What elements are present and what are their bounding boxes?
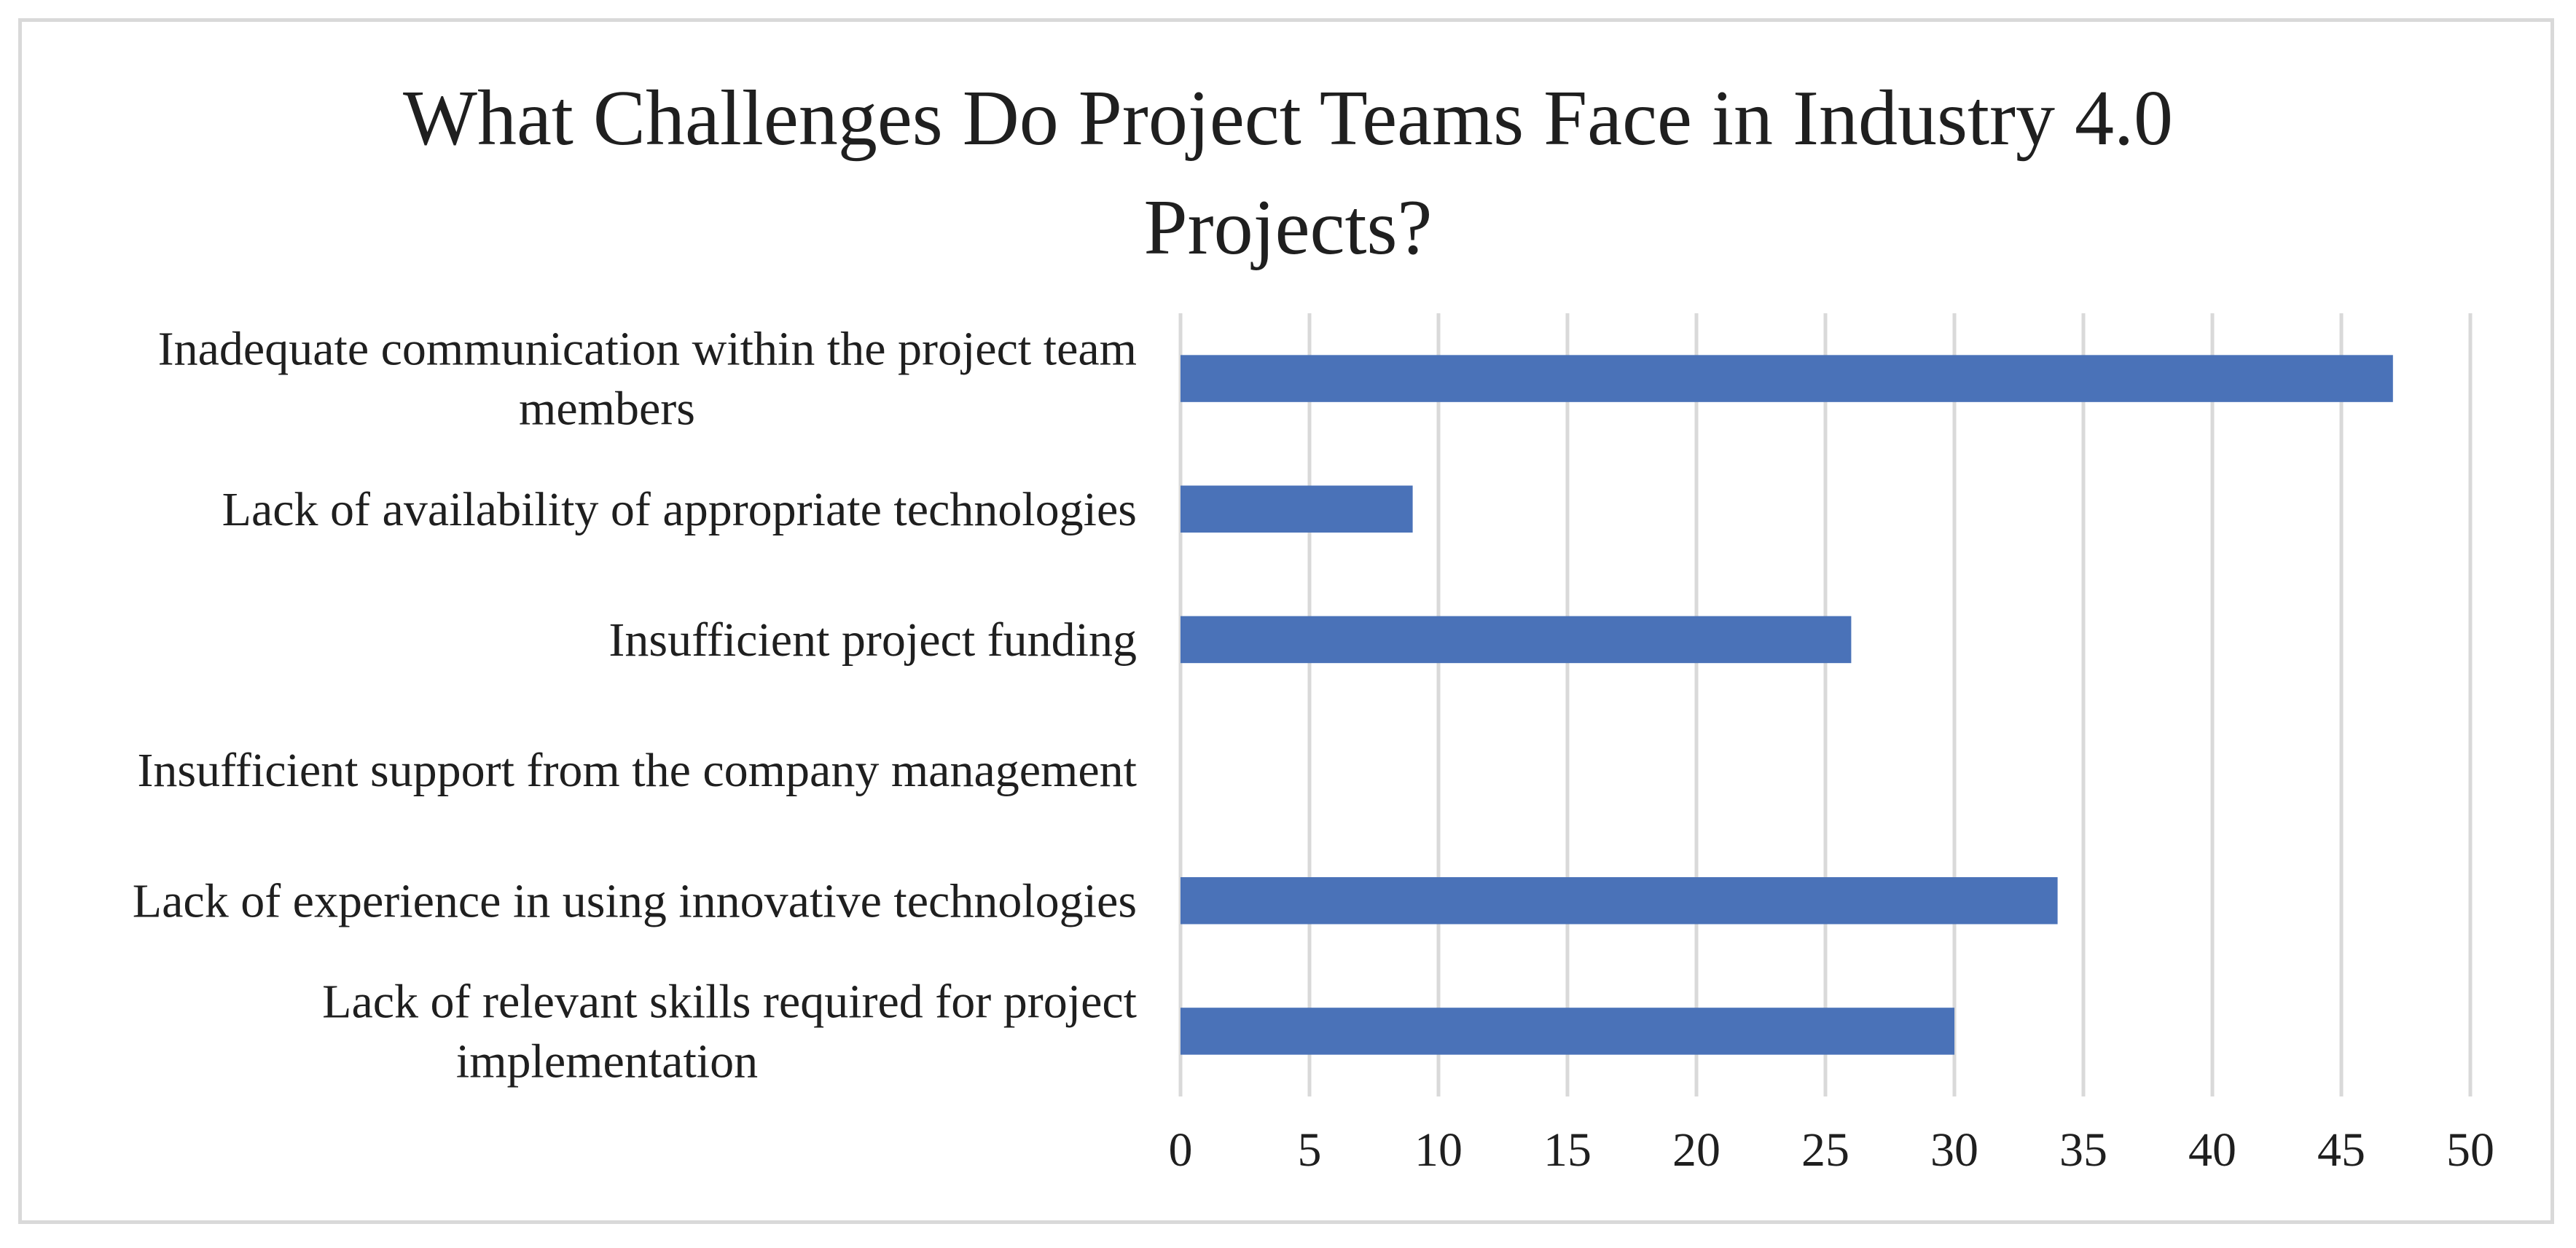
x-tick-label: 45 — [2317, 1123, 2365, 1177]
x-tick-label: 0 — [1169, 1123, 1193, 1177]
category-label: Inadequate communication within the proj… — [158, 323, 1137, 376]
x-tick-label: 15 — [1543, 1123, 1592, 1177]
bar — [1181, 1008, 1954, 1055]
x-tick-label: 10 — [1414, 1123, 1463, 1177]
category-label: Lack of availability of appropriate tech… — [222, 483, 1137, 536]
x-tick-label: 50 — [2446, 1123, 2494, 1177]
category-label: Insufficient project funding — [608, 613, 1137, 667]
chart-title-line-1: What Challenges Do Project Teams Face in… — [403, 75, 2173, 162]
category-label: members — [519, 382, 695, 436]
grid-lines — [1178, 313, 2473, 1096]
category-labels: Inadequate communication within the proj… — [133, 323, 1137, 1088]
chart-title: What Challenges Do Project Teams Face in… — [0, 64, 2576, 283]
bar — [1181, 877, 2058, 925]
x-tick-label: 40 — [2188, 1123, 2236, 1177]
bar — [1181, 485, 1413, 533]
chart-title-line-2: Projects? — [1143, 184, 1433, 271]
bar — [1181, 616, 1852, 664]
x-tick-labels: 0 5 10 15 20 25 30 35 40 45 50 — [1169, 1123, 2495, 1177]
category-label: Lack of experience in using innovative t… — [133, 874, 1137, 927]
x-tick-label: 20 — [1672, 1123, 1720, 1177]
x-tick-label: 5 — [1298, 1123, 1322, 1177]
category-label: Lack of relevant skills required for pro… — [322, 975, 1137, 1028]
bar — [1181, 355, 2393, 402]
x-tick-label: 25 — [1801, 1123, 1849, 1177]
category-label: Insufficient support from the company ma… — [137, 744, 1137, 797]
bars — [1181, 355, 2393, 1055]
x-tick-label: 30 — [1930, 1123, 1978, 1177]
x-tick-label: 35 — [2059, 1123, 2107, 1177]
category-label: implementation — [456, 1035, 758, 1088]
